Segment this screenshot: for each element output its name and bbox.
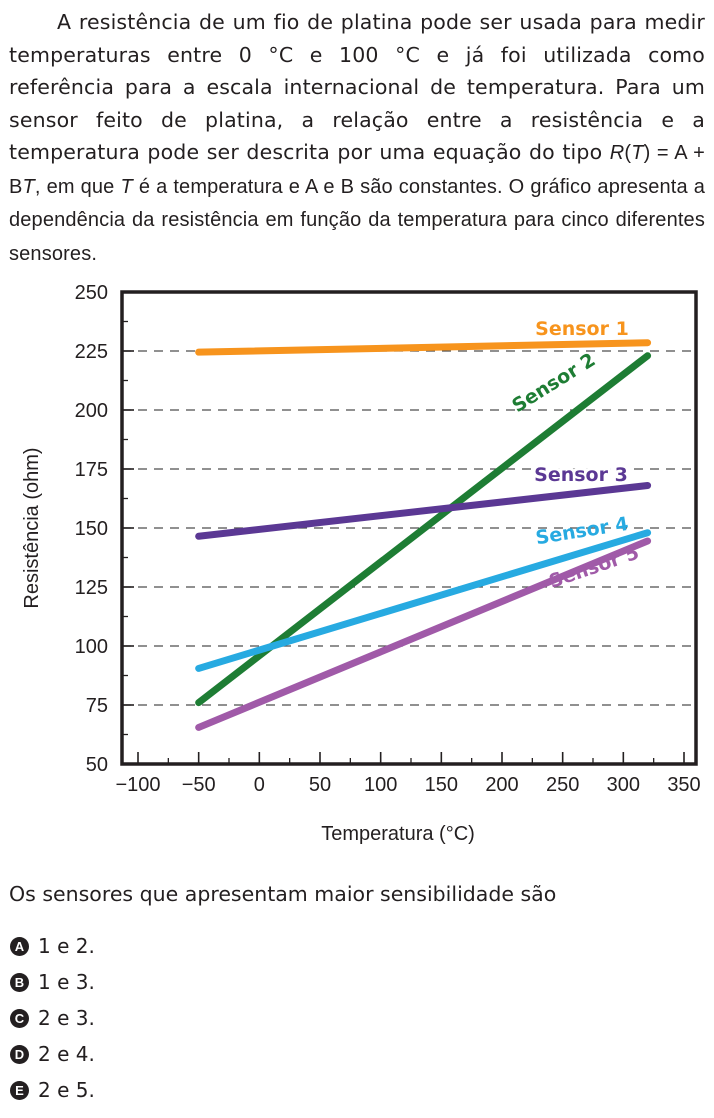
option-e-badge: E <box>10 1080 29 1100</box>
option-d-badge: D <box>10 1044 29 1064</box>
y-tick-label-2: 100 <box>75 636 108 658</box>
option-d[interactable]: D 2 e 4. <box>10 1036 95 1072</box>
option-d-text: 2 e 4. <box>38 1042 95 1066</box>
option-b-badge: B <box>10 972 29 992</box>
x-tick-label-9: 350 <box>667 774 700 796</box>
series-lines <box>195 339 652 731</box>
x-tick-label-1: −50 <box>182 774 216 796</box>
intro-text-part2: é a temperatura e A e B são constantes. … <box>9 175 705 265</box>
equation-open: ( <box>624 142 632 164</box>
option-b[interactable]: B 1 e 3. <box>10 964 95 1000</box>
y-axis-title: Resistência (ohm) <box>21 447 43 608</box>
y-tick-label-0: 50 <box>86 754 108 776</box>
y-tick-label-1: 75 <box>86 695 108 717</box>
intro-text-part1: A resistência de um fio de platina pode … <box>9 10 705 164</box>
equation-r: R <box>609 142 625 164</box>
option-c-text: 2 e 3. <box>38 1006 95 1030</box>
x-tick-label-8: 300 <box>607 774 640 796</box>
series-label-sensor-3: Sensor 3 <box>534 464 628 486</box>
x-tick-label-2: 0 <box>254 774 265 796</box>
option-a-badge: A <box>10 936 29 956</box>
x-axis-title: Temperatura (°C) <box>321 823 475 845</box>
series-line-sensor-1 <box>195 339 652 356</box>
x-tick-label-3: 50 <box>309 774 331 796</box>
y-tick-label-8: 250 <box>75 282 108 304</box>
resistance-temperature-chart: −100 −50 0 50 100 150 200 250 300 350 50 75 100 125 15… <box>21 282 701 845</box>
y-tick-label-6: 200 <box>75 400 108 422</box>
x-tick-label-5: 150 <box>425 774 458 796</box>
equation-after: , em que <box>34 175 121 198</box>
x-tick-label-4: 100 <box>364 774 397 796</box>
equation-t2: T <box>22 175 35 198</box>
axis-ticks: −100 −50 0 50 100 150 200 250 300 350 50 75 100 125 15… <box>75 282 701 796</box>
y-tick-label-4: 150 <box>75 518 108 540</box>
series-label-sensor-1: Sensor 1 <box>535 318 629 340</box>
y-tick-label-5: 175 <box>75 459 108 481</box>
y-tick-label-7: 225 <box>75 341 108 363</box>
option-b-text: 1 e 3. <box>38 970 95 994</box>
x-tick-label-7: 250 <box>546 774 579 796</box>
answer-options: A 1 e 2. B 1 e 3. C 2 e 3. D 2 e 4. E 2 e 5. <box>10 928 95 1108</box>
equation-t1: T <box>631 142 644 164</box>
series-line-sensor-3 <box>195 482 652 540</box>
series-line-sensor-5 <box>195 537 652 731</box>
equation-mid: ) = A + B <box>9 142 705 198</box>
x-tick-label-0: −100 <box>115 774 160 796</box>
question-text: Os sensores que apresentam maior sensibi… <box>9 882 557 906</box>
equation-t3: T <box>120 175 133 198</box>
intro-paragraph: A resistência de um fio de platina pode … <box>9 6 705 270</box>
option-c[interactable]: C 2 e 3. <box>10 1000 95 1036</box>
option-c-badge: C <box>10 1008 29 1028</box>
option-a-text: 1 e 2. <box>38 934 95 958</box>
option-a[interactable]: A 1 e 2. <box>10 928 95 964</box>
option-e-text: 2 e 5. <box>38 1078 95 1102</box>
option-e[interactable]: E 2 e 5. <box>10 1072 95 1108</box>
series-line-sensor-4 <box>195 529 652 672</box>
y-tick-label-3: 125 <box>75 577 108 599</box>
x-tick-label-6: 200 <box>485 774 518 796</box>
